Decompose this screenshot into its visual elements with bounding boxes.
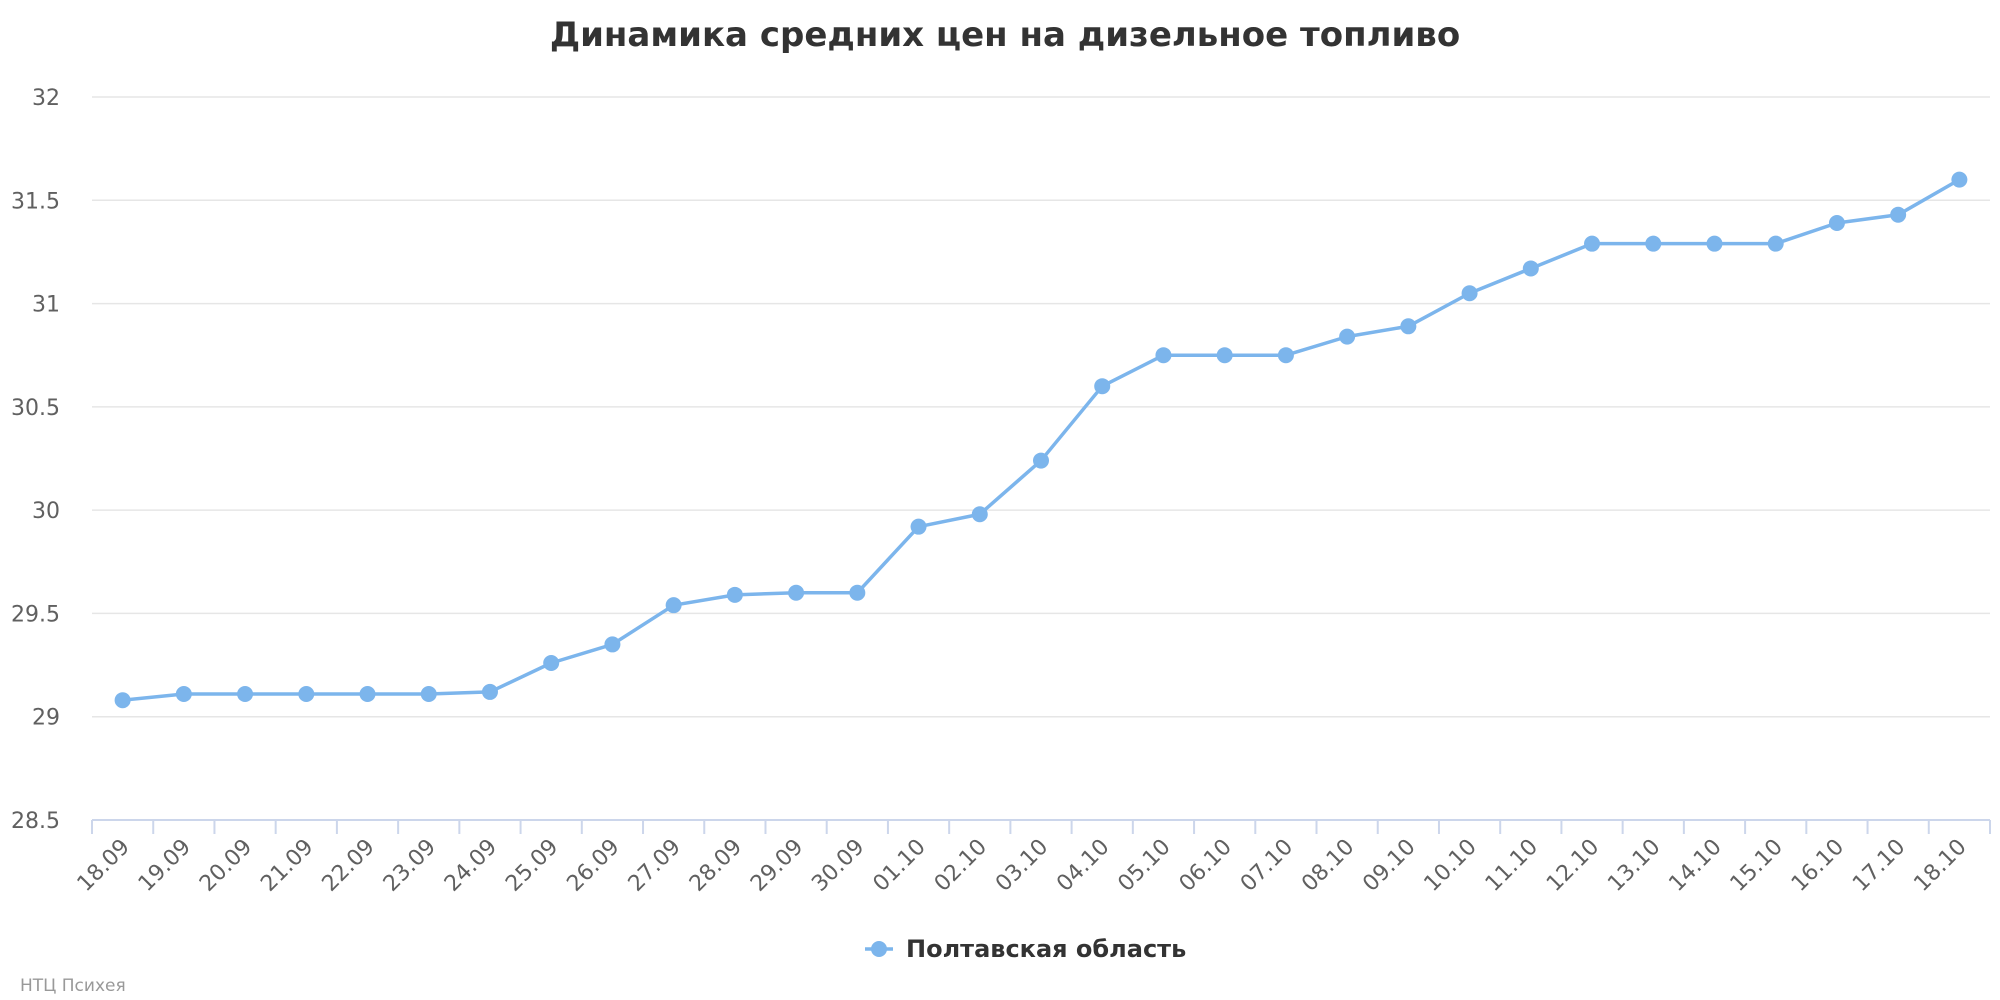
data-point[interactable] [1828, 215, 1845, 232]
series-points [114, 171, 1968, 709]
legend-marker-icon [871, 941, 887, 957]
x-tick-label: 08.10 [1297, 835, 1359, 897]
x-tick-label: 26.09 [562, 835, 624, 897]
x-tick-label: 15.10 [1726, 835, 1788, 897]
x-tick-label: 09.10 [1358, 835, 1420, 897]
data-point[interactable] [1951, 171, 1968, 188]
data-point[interactable] [1522, 260, 1539, 277]
data-point[interactable] [1033, 452, 1049, 469]
legend-label: Полтавская область [906, 935, 1186, 963]
data-point[interactable] [175, 685, 192, 702]
x-tick-label: 11.10 [1481, 835, 1543, 897]
data-point[interactable] [420, 685, 437, 702]
x-tick-label: 18.09 [73, 835, 135, 897]
series-line-poltava [120, 177, 1962, 702]
y-tick-label: 29.5 [11, 602, 60, 627]
y-tick-label: 31 [32, 293, 60, 318]
x-tick-label: 19.09 [134, 835, 196, 897]
x-tick-label: 28.09 [685, 835, 747, 897]
x-tick-label: 07.10 [1236, 835, 1298, 897]
x-tick-label: 05.10 [1113, 835, 1175, 897]
x-tick-label: 23.09 [379, 835, 441, 897]
x-tick-label: 17.10 [1848, 835, 1910, 897]
x-tick-label: 02.10 [930, 835, 992, 897]
data-point[interactable] [849, 584, 866, 601]
y-axis: 28.5 29 29.5 30 30.5 31 31.5 32 [11, 86, 60, 834]
legend[interactable]: Полтавская область [865, 935, 1186, 963]
data-point[interactable] [1584, 235, 1601, 252]
data-point[interactable] [726, 586, 743, 603]
data-point[interactable] [1645, 235, 1662, 252]
y-tick-label: 28.5 [11, 809, 60, 834]
data-point[interactable] [359, 685, 376, 702]
data-point[interactable] [971, 506, 988, 523]
x-tick-label: 27.09 [624, 835, 686, 897]
credits-label[interactable]: НТЦ Психея [20, 976, 126, 996]
x-tick-label: 03.10 [991, 835, 1053, 897]
x-tick-label: 24.09 [440, 835, 502, 897]
data-point[interactable] [237, 685, 254, 702]
data-point[interactable] [481, 683, 498, 700]
x-tick-label: 30.09 [807, 835, 869, 897]
x-tick-label: 14.10 [1665, 835, 1727, 897]
data-point[interactable] [1461, 285, 1478, 302]
chart-title: Динамика средних цен на дизельное топлив… [550, 15, 1460, 55]
x-tick-label: 04.10 [1052, 835, 1114, 897]
x-tick-label: 12.10 [1542, 835, 1604, 897]
data-point[interactable] [543, 655, 560, 672]
y-tick-label: 30.5 [11, 396, 60, 421]
x-tick-label: 10.10 [1420, 835, 1482, 897]
x-tick-label: 16.10 [1787, 835, 1849, 897]
y-tick-label: 31.5 [11, 189, 60, 214]
data-point[interactable] [1400, 318, 1417, 335]
x-tick-label: 01.10 [869, 835, 931, 897]
y-tick-label: 29 [32, 706, 60, 731]
data-point[interactable] [1216, 347, 1233, 364]
x-tick-label: 06.10 [1175, 835, 1237, 897]
data-point[interactable] [1094, 378, 1111, 395]
series-polyline-group [120, 177, 1962, 702]
x-tick-label: 22.09 [318, 835, 380, 897]
data-point[interactable] [788, 584, 805, 601]
data-point[interactable] [114, 692, 131, 709]
x-tick-label: 20.09 [195, 835, 257, 897]
data-point[interactable] [1155, 347, 1172, 364]
data-point[interactable] [665, 597, 682, 614]
data-point[interactable] [1767, 235, 1784, 252]
grid-lines [92, 96, 1990, 718]
data-point[interactable] [1890, 206, 1907, 223]
y-tick-label: 32 [32, 86, 60, 111]
data-point[interactable] [910, 518, 927, 535]
data-point[interactable] [1339, 328, 1356, 345]
x-axis: 18.09 19.09 20.09 21.09 22.09 23.09 24.09 25.09… [73, 819, 1991, 897]
x-tick-label: 13.10 [1603, 835, 1665, 897]
x-tick-label: 25.09 [501, 835, 563, 897]
x-tick-label: 29.09 [746, 835, 808, 897]
x-tick-label: 18.10 [1909, 835, 1971, 897]
y-tick-label: 30 [32, 499, 60, 524]
data-point[interactable] [298, 685, 315, 702]
data-point[interactable] [1706, 235, 1723, 252]
data-point[interactable] [604, 636, 621, 653]
x-tick-label: 21.09 [256, 835, 318, 897]
data-point[interactable] [1277, 347, 1294, 364]
